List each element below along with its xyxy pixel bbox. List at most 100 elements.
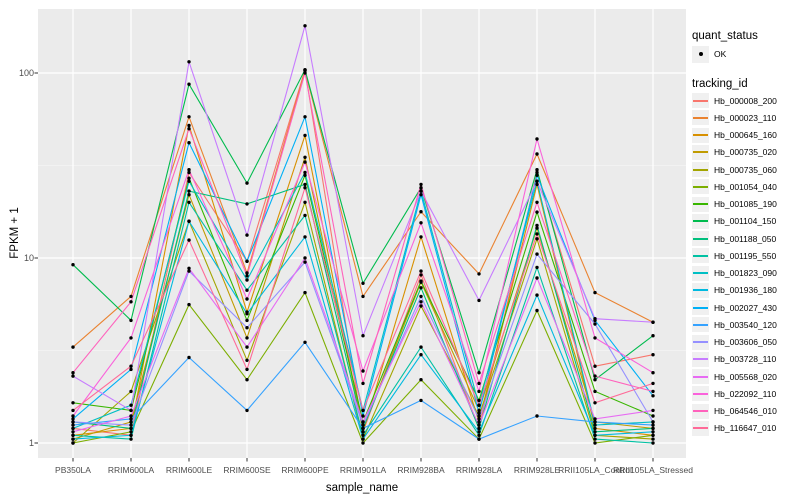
data-point [71, 426, 75, 431]
line-key-swatch [692, 179, 709, 195]
data-point [361, 437, 365, 441]
data-point [593, 322, 597, 326]
data-point [187, 200, 191, 204]
series-color-line-icon [693, 289, 708, 292]
line-key-swatch [692, 351, 709, 367]
legend-label: Hb_001195_550 [714, 250, 777, 261]
data-point [71, 263, 75, 267]
data-point [593, 426, 597, 431]
data-point [187, 176, 191, 180]
data-point [651, 334, 655, 338]
data-point [477, 433, 481, 437]
data-point [71, 371, 75, 375]
data-point [245, 358, 249, 362]
data-point [303, 256, 307, 260]
x-tick-label: RRIM901LA [339, 465, 387, 475]
legend-label: Hb_002027_430 [714, 302, 777, 313]
series-color-line-icon [693, 375, 708, 378]
data-point [477, 411, 481, 415]
data-point [303, 182, 307, 187]
legend-item-Hb_064546_010: Hb_064546_010 [692, 403, 798, 420]
data-point [361, 433, 365, 437]
data-point [477, 381, 481, 386]
data-point [129, 389, 133, 394]
data-point [245, 181, 249, 185]
x-tick-label: PB350LA [55, 465, 91, 475]
data-point [71, 423, 75, 427]
data-point [651, 408, 655, 413]
data-point [419, 221, 423, 225]
data-point [651, 389, 655, 394]
legend-label: Hb_000735_020 [714, 147, 777, 158]
data-point [129, 318, 133, 323]
legend-label-ok: OK [714, 49, 727, 59]
data-point [129, 426, 133, 431]
data-point [361, 430, 365, 434]
data-point [303, 24, 307, 28]
data-point [593, 364, 597, 368]
line-key-swatch [692, 144, 709, 160]
data-point [71, 345, 75, 349]
data-point [129, 414, 133, 418]
data-point [535, 293, 539, 297]
legend-item-Hb_001823_090: Hb_001823_090 [692, 265, 798, 282]
data-point [361, 441, 365, 445]
data-point [419, 345, 423, 349]
data-point [187, 115, 191, 119]
data-point [419, 304, 423, 308]
data-point [129, 423, 133, 427]
data-point [593, 433, 597, 437]
data-point [245, 367, 249, 372]
legend-label: Hb_064546_010 [714, 406, 777, 417]
legend-label: Hb_000008_200 [714, 95, 777, 106]
legend-item-Hb_001188_050: Hb_001188_050 [692, 230, 798, 247]
data-point [419, 300, 423, 304]
x-tick-label: RRII105LA_Stressed [613, 465, 693, 475]
data-point [361, 381, 365, 386]
data-point [419, 235, 423, 239]
data-point [593, 336, 597, 340]
data-point [187, 193, 191, 197]
data-point [535, 168, 539, 172]
y-axis-title: FPKM + 1 [9, 207, 21, 259]
data-point [419, 286, 423, 290]
data-point [245, 336, 249, 340]
data-point [593, 401, 597, 405]
data-point [361, 334, 365, 338]
data-point [187, 266, 191, 270]
data-point [187, 355, 191, 360]
data-point [245, 278, 249, 282]
data-point [187, 170, 191, 175]
data-point [651, 426, 655, 431]
data-point [593, 389, 597, 394]
data-point [245, 297, 249, 301]
data-point [593, 378, 597, 382]
line-key-swatch [692, 386, 709, 402]
x-axis-title: sample_name [325, 482, 399, 494]
x-tick-label: RRIM600LE [165, 465, 213, 475]
data-point [535, 226, 539, 230]
data-point [129, 367, 133, 372]
legend-label: Hb_000023_110 [714, 112, 777, 123]
data-point [419, 279, 423, 283]
data-point [419, 294, 423, 299]
data-point [651, 441, 655, 445]
legend-item-Hb_005568_020: Hb_005568_020 [692, 368, 798, 385]
data-point [535, 232, 539, 236]
data-point [477, 272, 481, 276]
data-point [535, 237, 539, 241]
data-point [535, 308, 539, 313]
data-point [187, 82, 191, 86]
series-color-line-icon [693, 203, 708, 206]
data-point [129, 300, 133, 304]
data-point [651, 414, 655, 418]
data-point [245, 345, 249, 349]
legend-item-Hb_001085_190: Hb_001085_190 [692, 196, 798, 213]
data-point [477, 298, 481, 303]
data-point [71, 417, 75, 421]
data-point [129, 336, 133, 340]
data-point [245, 202, 249, 206]
data-point [477, 398, 481, 403]
data-point [535, 152, 539, 156]
